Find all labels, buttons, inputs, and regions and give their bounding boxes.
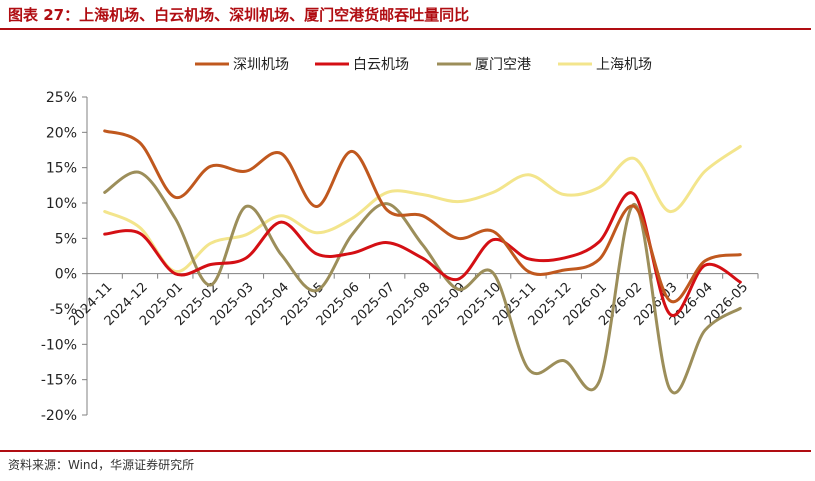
y-tick-label: 5%	[55, 231, 77, 247]
y-tick-label: -20%	[41, 408, 77, 424]
legend: 深圳机场 白云机场 厦门空港 上海机场	[195, 57, 652, 73]
legend-label-2: 厦门空港	[475, 57, 531, 73]
legend-label-1: 白云机场	[353, 57, 409, 73]
series-line-3	[103, 145, 742, 274]
y-tick-label: -10%	[41, 337, 77, 353]
y-tick-label: 15%	[46, 161, 77, 177]
series-line-2	[103, 170, 742, 395]
line-chart: 深圳机场 白云机场 厦门空港 上海机场 25% 20% 15% 10% 5% 0% -5% -10%…	[41, 57, 759, 424]
footer-rule	[0, 450, 811, 452]
y-tick-label: 20%	[46, 125, 77, 141]
y-tick-label: -15%	[41, 373, 77, 389]
series-lines	[103, 129, 742, 395]
figure-title: 图表 27：上海机场、白云机场、深圳机场、厦门空港货邮吞吐量同比	[8, 6, 470, 24]
legend-label-0: 深圳机场	[233, 57, 289, 73]
series-line-0	[103, 129, 742, 304]
y-tick-label: 25%	[46, 90, 77, 106]
source-note: 资料来源：Wind，华源证券研究所	[8, 458, 195, 472]
y-tick-label: 10%	[46, 196, 77, 212]
y-axis: 25% 20% 15% 10% 5% 0% -5% -10% -15% -20%	[41, 90, 88, 424]
legend-label-3: 上海机场	[596, 57, 652, 73]
y-tick-label: 0%	[55, 267, 77, 283]
title-rule	[0, 28, 811, 30]
y-tick-label: -5%	[50, 302, 77, 318]
